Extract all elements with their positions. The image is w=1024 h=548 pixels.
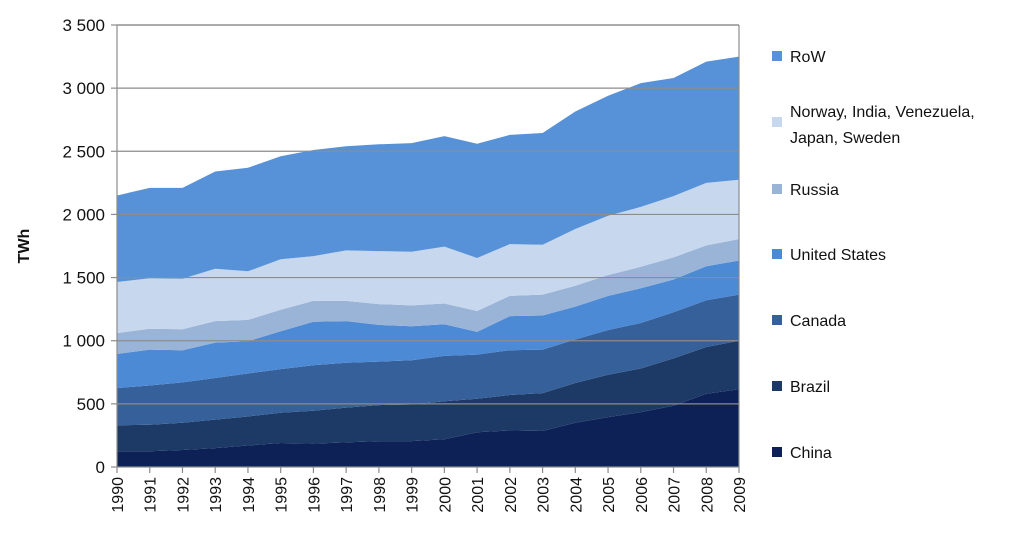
area-norway-india-venezuela-japan-sweden — [117, 179, 739, 334]
x-tick-label: 2007 — [667, 477, 684, 513]
legend-label: Canada — [790, 313, 846, 330]
legend-label: Russia — [790, 182, 839, 199]
x-tick-label: 1993 — [208, 477, 225, 513]
area-canada — [117, 294, 739, 426]
legend-swatch — [772, 51, 782, 61]
y-tick-label: 2 000 — [62, 205, 105, 224]
legend-label: Norway, India, Venezuela, Japan, Sweden — [790, 104, 975, 147]
legend-label: RoW — [790, 49, 826, 66]
y-tick-label: 0 — [96, 458, 105, 477]
x-tick-label: 1995 — [274, 477, 291, 513]
x-tick-label: 2008 — [699, 477, 716, 513]
y-tick-label: 2 500 — [62, 142, 105, 161]
x-tick-label: 2006 — [634, 477, 651, 513]
x-tick-label: 1998 — [372, 477, 389, 513]
area-brazil — [117, 340, 739, 452]
y-ticks: 0 500 1 000 1 500 2 000 2 500 3 000 3 500 — [62, 16, 105, 477]
x-tick-label: 1999 — [405, 477, 422, 513]
y-tick-label: 500 — [77, 395, 105, 414]
axes — [111, 24, 740, 473]
y-axis-label: TWh — [16, 229, 33, 264]
y-tick-label: 1 500 — [62, 269, 105, 288]
legend-swatch — [772, 447, 782, 457]
x-tick-label: 1991 — [143, 477, 160, 513]
legend-swatch — [772, 184, 782, 194]
x-tick-label: 2003 — [536, 477, 553, 513]
area-china — [117, 389, 739, 467]
x-tick-label: 2001 — [470, 477, 487, 513]
x-tick-label: 2002 — [503, 477, 520, 513]
legend-swatch — [772, 381, 782, 391]
y-tick-label: 1 000 — [62, 332, 105, 351]
x-tick-label: 1996 — [306, 477, 323, 513]
series-areas — [117, 56, 739, 467]
legend-label: United States — [790, 247, 886, 264]
legend-swatch — [772, 117, 782, 127]
area-russia — [117, 239, 739, 354]
y-tick-label: 3 000 — [62, 79, 105, 98]
legend: RoW Norway, India, Venezuela, Japan, Swede… — [772, 49, 975, 462]
x-tick-label: 2009 — [732, 477, 749, 513]
area-row — [117, 56, 739, 282]
x-tick-label: 1992 — [175, 477, 192, 513]
area-united-states — [117, 260, 739, 389]
x-tick-label: 2005 — [601, 477, 618, 513]
legend-swatch — [772, 315, 782, 325]
x-tick-label: 1997 — [339, 477, 356, 513]
y-tick-label: 3 500 — [62, 16, 105, 35]
x-ticks: 1990 1991 1992 1993 1994 1995 1996 1997 1998 1999… — [110, 477, 749, 513]
x-tick-label: 2000 — [437, 477, 454, 513]
legend-label: Brazil — [790, 379, 830, 396]
legend-swatch — [772, 249, 782, 259]
x-tick-label: 1994 — [241, 477, 258, 513]
x-tick-label: 2004 — [568, 477, 585, 513]
legend-label: China — [790, 445, 832, 462]
x-tick-label: 1990 — [110, 477, 127, 513]
